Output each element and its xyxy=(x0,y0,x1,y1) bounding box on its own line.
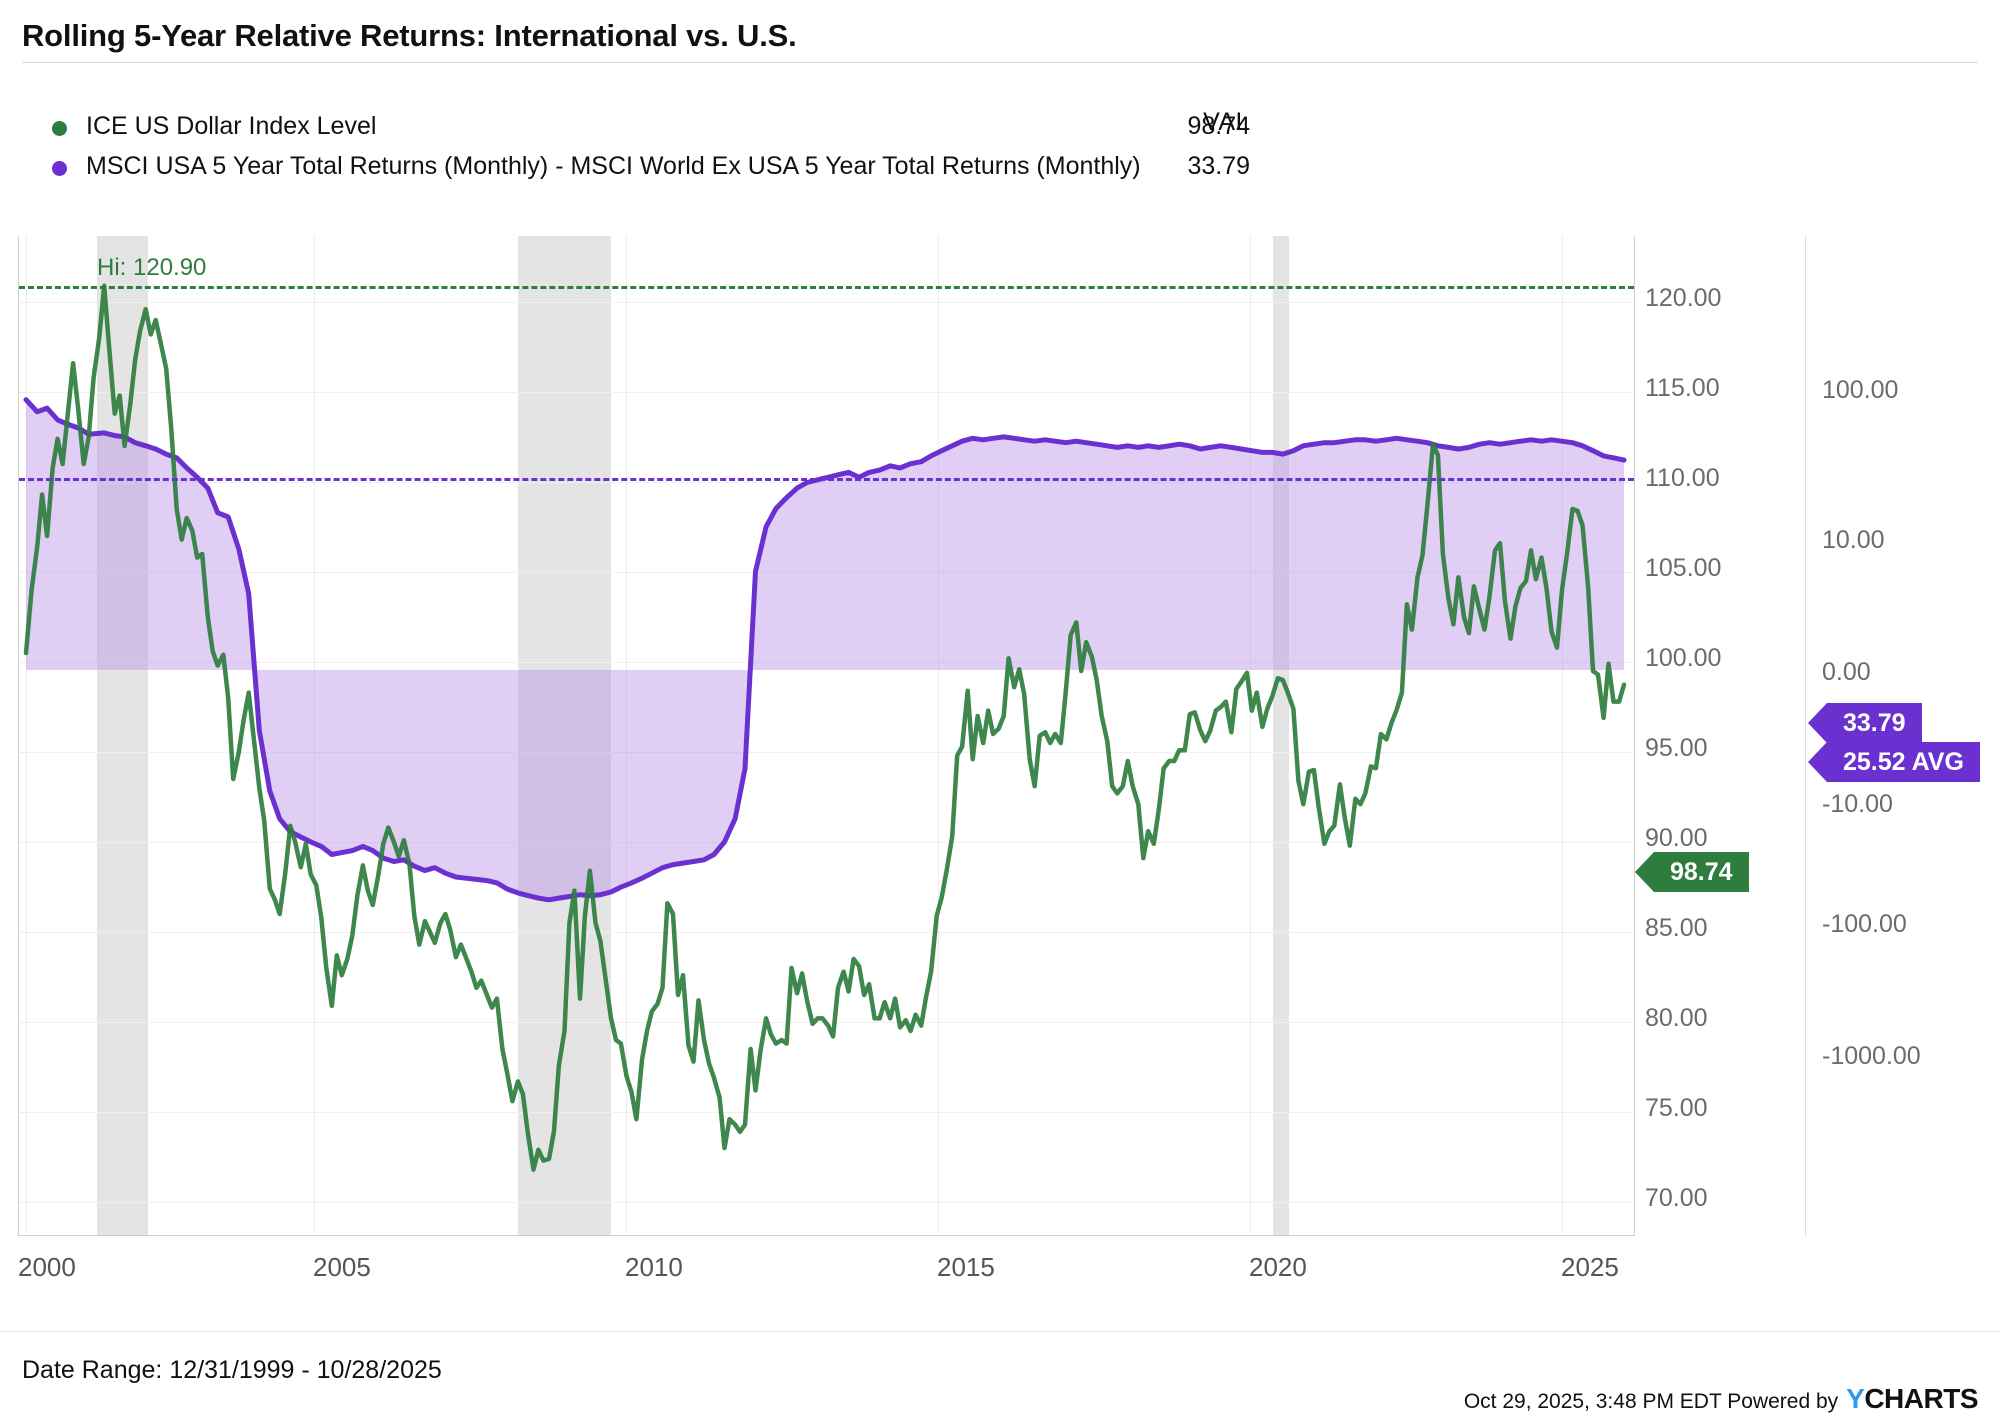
average-reference-line xyxy=(19,478,1634,481)
date-range-label: Date Range: 12/31/1999 - 10/28/2025 xyxy=(22,1356,442,1384)
x-tick-2015: 2015 xyxy=(937,1252,995,1282)
gridline-year-2015 xyxy=(938,236,939,1235)
y-left-tick-95: 95.00 xyxy=(1645,734,1708,762)
gridline-70 xyxy=(19,1202,1634,1203)
gridline-year-2025 xyxy=(1562,236,1563,1235)
legend-value-header: VAL xyxy=(1203,108,1250,136)
legend-value-dollar-index: 98.74 xyxy=(1187,112,1250,140)
ycharts-logo: YCHARTS xyxy=(1846,1383,1978,1415)
y-left-tick-110: 110.00 xyxy=(1645,464,1720,492)
y-right-tick-0: 0.00 xyxy=(1822,658,1871,686)
y-left-tick-70: 70.00 xyxy=(1645,1184,1708,1212)
chart-plot-area[interactable]: Hi: 120.90 xyxy=(18,236,1635,1236)
gridline-85 xyxy=(19,932,1634,933)
chart-legend: ICE US Dollar Index Level 98.74 MSCI USA… xyxy=(0,108,2000,188)
page-title: Rolling 5-Year Relative Returns: Interna… xyxy=(22,18,797,53)
x-tick-2020: 2020 xyxy=(1249,1252,1307,1282)
gridline-100 xyxy=(19,662,1634,663)
legend-row-dollar-index[interactable]: ICE US Dollar Index Level 98.74 xyxy=(0,108,2000,148)
gridline-95 xyxy=(19,752,1634,753)
x-tick-2010: 2010 xyxy=(625,1252,683,1282)
current-value-flag-green: 98.74 xyxy=(1635,852,1749,892)
chart-plot-wrapper: Hi: 120.90 120.00 115.00 110.00 105.00 1… xyxy=(0,230,2000,1282)
x-tick-2000: 2000 xyxy=(18,1252,76,1282)
ycharts-logo-y: Y xyxy=(1846,1383,1865,1414)
ycharts-logo-text: CHARTS xyxy=(1864,1383,1978,1414)
legend-value-msci-spread: 33.79 xyxy=(1187,152,1250,180)
average-value-flag-purple: 25.52 AVG xyxy=(1808,742,1980,782)
y-left-tick-100: 100.00 xyxy=(1645,644,1722,672)
recession-band-2008 xyxy=(518,236,611,1235)
series-svg xyxy=(23,283,1627,1172)
gridline-75 xyxy=(19,1112,1634,1113)
y-left-tick-80: 80.00 xyxy=(1645,1004,1708,1032)
recession-band-2020 xyxy=(1273,236,1289,1235)
y-left-tick-120: 120.00 xyxy=(1645,284,1722,312)
legend-dot-purple-icon xyxy=(52,161,67,176)
footer-divider xyxy=(0,1331,2000,1332)
gridline-year-2005 xyxy=(314,236,315,1235)
gridline-year-2020 xyxy=(1250,236,1251,1235)
gridline-115 xyxy=(19,392,1634,393)
gridline-120 xyxy=(19,302,1634,303)
y-right-tick-neg1000: -1000.00 xyxy=(1822,1042,1921,1070)
title-divider xyxy=(22,62,1978,63)
attribution-timestamp: Oct 29, 2025, 3:48 PM EDT Powered by xyxy=(1463,1390,1839,1413)
average-value-flag-purple-text: 25.52 AVG xyxy=(1843,748,1964,776)
y-left-tick-90: 90.00 xyxy=(1645,824,1708,852)
dollar-index-line-path xyxy=(23,283,1627,1172)
high-value-label: Hi: 120.90 xyxy=(97,254,207,281)
y-left-tick-75: 75.00 xyxy=(1645,1094,1708,1122)
gridline-year-2000 xyxy=(26,236,27,1235)
legend-label-dollar-index: ICE US Dollar Index Level xyxy=(86,112,377,140)
y-left-tick-85: 85.00 xyxy=(1645,914,1708,942)
y-right-tick-100: 100.00 xyxy=(1822,376,1899,404)
y-left-tick-105: 105.00 xyxy=(1645,554,1722,582)
gridline-110 xyxy=(19,482,1634,483)
y-left-tick-115: 115.00 xyxy=(1645,374,1720,402)
current-value-flag-green-text: 98.74 xyxy=(1670,858,1733,886)
current-value-flag-purple-text: 33.79 xyxy=(1843,709,1906,737)
spread-line-path xyxy=(23,397,1627,903)
x-tick-2025: 2025 xyxy=(1561,1252,1619,1282)
legend-dot-green-icon xyxy=(52,121,67,136)
legend-label-msci-spread: MSCI USA 5 Year Total Returns (Monthly) … xyxy=(86,152,1141,180)
gridline-90 xyxy=(19,842,1634,843)
secondary-axis-divider xyxy=(1805,236,1806,1236)
attribution: Oct 29, 2025, 3:48 PM EDT Powered by YCH… xyxy=(1463,1383,1979,1415)
y-right-tick-neg100: -100.00 xyxy=(1822,910,1907,938)
spread-fill-path xyxy=(26,399,1624,900)
current-value-flag-purple: 33.79 xyxy=(1808,703,1922,743)
x-tick-2005: 2005 xyxy=(313,1252,371,1282)
gridline-year-2010 xyxy=(626,236,627,1235)
high-reference-line xyxy=(19,286,1634,289)
legend-row-msci-spread[interactable]: MSCI USA 5 Year Total Returns (Monthly) … xyxy=(0,148,2000,188)
y-right-tick-10: 10.00 xyxy=(1822,526,1885,554)
y-right-tick-neg10: -10.00 xyxy=(1822,790,1893,818)
gridline-105 xyxy=(19,572,1634,573)
